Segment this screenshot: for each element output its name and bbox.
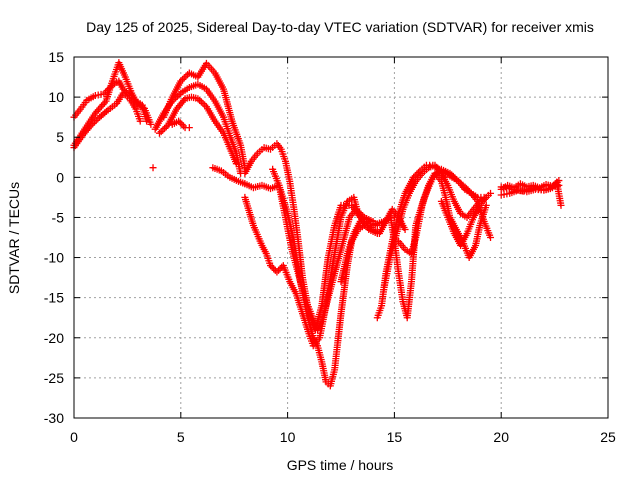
data-point xyxy=(267,262,275,270)
y-tick-label: 15 xyxy=(48,49,64,65)
data-point xyxy=(232,160,240,168)
data-point xyxy=(401,225,409,233)
x-tick-label: 25 xyxy=(600,429,616,445)
x-tick-label: 0 xyxy=(70,429,78,445)
y-tick-label: 10 xyxy=(48,89,64,105)
x-axis-label: GPS time / hours xyxy=(287,457,394,473)
data-point xyxy=(149,164,157,172)
y-tick-label: -25 xyxy=(44,370,64,386)
y-tick-label: 5 xyxy=(56,129,64,145)
data-point xyxy=(487,234,495,241)
chart-title: Day 125 of 2025, Sidereal Day-to-day VTE… xyxy=(86,19,594,35)
data-point xyxy=(147,120,155,128)
data-point xyxy=(136,117,144,125)
data-point xyxy=(487,189,495,197)
series-12 xyxy=(269,165,381,334)
series-2 xyxy=(70,89,144,152)
interpolated-point xyxy=(268,263,276,271)
data-point xyxy=(557,201,565,209)
interpolated-point xyxy=(270,265,278,273)
series-5 xyxy=(160,59,249,172)
y-axis-label: SDTVAR / TECUs xyxy=(6,182,22,294)
y-tick-label: -10 xyxy=(44,250,64,266)
series-18 xyxy=(437,189,495,250)
data-point xyxy=(373,221,381,229)
x-tick-label: 20 xyxy=(493,429,509,445)
y-tick-label: -20 xyxy=(44,330,64,346)
series-3 xyxy=(149,164,157,172)
interpolated-point xyxy=(176,119,184,127)
data-point xyxy=(482,201,490,209)
y-tick-label: -30 xyxy=(44,410,64,426)
series-7 xyxy=(168,117,193,132)
series-21 xyxy=(497,177,563,195)
series-6 xyxy=(155,93,240,168)
x-tick-label: 5 xyxy=(177,429,185,445)
data-point xyxy=(185,124,193,132)
data-point xyxy=(273,268,281,276)
x-tick-label: 10 xyxy=(280,429,296,445)
interpolated-point xyxy=(276,265,284,273)
interpolated-point xyxy=(275,266,283,274)
y-tick-label: -5 xyxy=(52,209,65,225)
y-tick-label: -15 xyxy=(44,290,64,306)
plot-frame xyxy=(73,56,609,419)
interpolated-point xyxy=(179,122,187,130)
data-points xyxy=(70,59,565,390)
y-axis-ticks: 15 10 5 0 -5 -10 -15 -20 -25 -30 xyxy=(44,49,608,426)
data-point xyxy=(175,117,183,125)
y-tick-label: 0 xyxy=(56,169,64,185)
x-tick-label: 15 xyxy=(387,429,403,445)
interpolated-point xyxy=(178,120,186,128)
data-point xyxy=(555,177,563,185)
x-axis-ticks: 0 5 10 15 20 25 xyxy=(70,57,616,445)
